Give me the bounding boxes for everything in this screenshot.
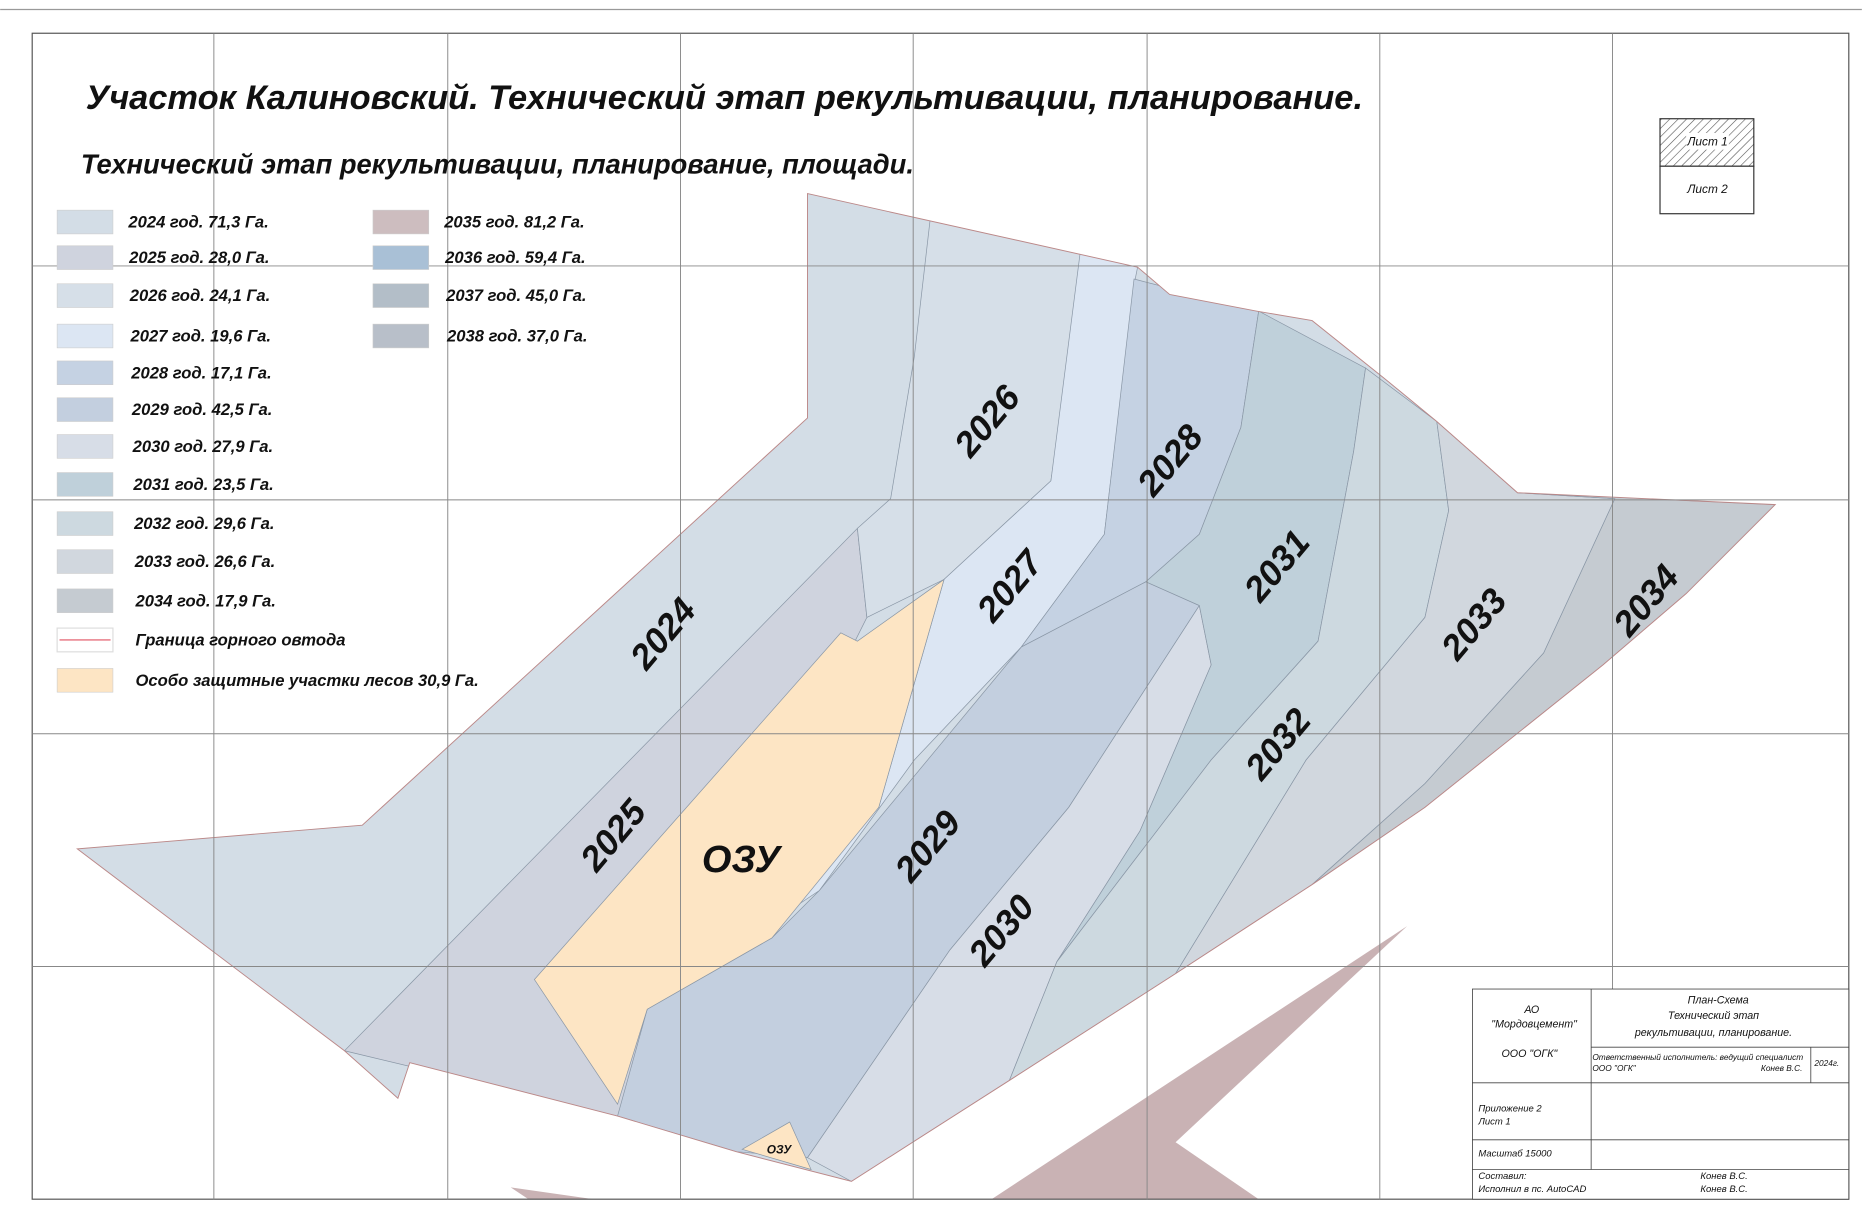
- legend-label: 2029 год. 42,5 Га.: [131, 400, 272, 419]
- tb-text: рекультивации, планирование.: [1634, 1027, 1792, 1039]
- label-bg: [1686, 132, 1729, 150]
- sheet-index: Лист 1 Лист 2: [1659, 118, 1755, 215]
- legend-swatch: [56, 283, 114, 308]
- sheet-label: Лист 1: [1686, 135, 1727, 149]
- tb-text: План-Схема: [1688, 995, 1749, 1007]
- legend-label: 2031 год. 23,5 Га.: [132, 475, 273, 494]
- title: Участок Калиновский. Технический этап ре…: [86, 79, 1363, 117]
- legend-swatch: [56, 434, 114, 459]
- legend-label: 2033 год. 26,6 Га.: [134, 552, 275, 571]
- zone-ozu-small: [741, 1121, 812, 1171]
- tb-text: Приложение 2: [1478, 1103, 1542, 1114]
- legend-swatch: [56, 549, 114, 574]
- tb-text: Ответственный исполнитель: ведущий специ…: [1592, 1052, 1803, 1062]
- legend-label: 2032 год. 29,6 Га.: [133, 514, 274, 533]
- legend-swatch: [372, 323, 430, 349]
- sheet-label: Лист 2: [1686, 182, 1728, 196]
- zone-label: ОЗУ: [767, 1143, 792, 1157]
- tb-text: Лист 1: [1477, 1117, 1510, 1128]
- zone-ozu: [533, 578, 945, 1106]
- legend-swatch: [56, 209, 114, 235]
- subtitle: Технический этап рекультивации, планиров…: [81, 148, 914, 179]
- legend-label: 2030 год. 27,9 Га.: [132, 437, 273, 456]
- tb-text: ООО "ОГК": [1501, 1048, 1558, 1060]
- legend: 2024 год. 71,3 Га. 2025 год. 28,0 Га. 2026…: [56, 209, 587, 693]
- legend-swatch: [56, 245, 114, 270]
- legend-label: 2038 год. 37,0 Га.: [446, 327, 587, 346]
- legend-label: 2035 год. 81,2 Га.: [443, 213, 584, 232]
- tb-text: АО: [1523, 1004, 1539, 1016]
- tb-text: Конев В.С.: [1700, 1171, 1747, 1182]
- legend-label: 2034 год. 17,9 Га.: [134, 591, 275, 610]
- legend-swatch: [56, 668, 114, 693]
- legend-swatch: [56, 472, 114, 497]
- tb-text: 2024г.: [1813, 1058, 1839, 1068]
- title-block-text: АО "Мордовцемент" ООО "ОГК" План-Схема Т…: [1477, 995, 1839, 1195]
- tb-text: Технический этап: [1668, 1010, 1759, 1022]
- tb-text: Конев В.С.: [1761, 1063, 1802, 1073]
- legend-swatch: [56, 360, 114, 385]
- title-block: [1472, 988, 1850, 1200]
- legend-label: Граница горного овтода: [135, 631, 345, 650]
- sheet-2-box: [1659, 165, 1755, 215]
- tb-text: "Мордовцемент": [1491, 1018, 1578, 1030]
- tb-text: Составил:: [1478, 1171, 1527, 1182]
- legend-label: 2026 год. 24,1 Га.: [129, 286, 270, 305]
- tb-text: Масштаб 15000: [1478, 1149, 1552, 1160]
- legend-label: Особо защитные участки лесов 30,9 Га.: [135, 671, 478, 690]
- legend-label: 2027 год. 19,6 Га.: [130, 327, 271, 346]
- outer-zone: [991, 926, 1408, 1200]
- legend-swatch: [56, 588, 114, 613]
- legend-swatch: [56, 511, 114, 536]
- legend-label: 2024 год. 71,3 Га.: [127, 213, 268, 232]
- legend-swatch: [56, 397, 114, 422]
- tb-text: Исполнил в пс. AutoCAD: [1478, 1184, 1586, 1195]
- tb-text: ООО "ОГК": [1592, 1063, 1636, 1073]
- frame: [31, 32, 1850, 1200]
- legend-swatch: [372, 245, 430, 270]
- outer-zone: [510, 1187, 594, 1200]
- legend-swatch: [56, 323, 114, 349]
- title-block-frame: [1472, 988, 1850, 1200]
- zone-label: ОЗУ: [702, 839, 784, 881]
- legend-label: 2025 год. 28,0 Га.: [128, 248, 269, 267]
- mining-boundary: [76, 192, 1777, 1182]
- legend-label: 2037 год. 45,0 Га.: [445, 286, 586, 305]
- legend-swatch: [372, 283, 430, 308]
- legend-swatch: [372, 209, 430, 235]
- grid: [31, 32, 1850, 1200]
- tb-text: Конев В.С.: [1700, 1184, 1747, 1195]
- legend-label: 2036 год. 59,4 Га.: [444, 248, 585, 267]
- legend-label: 2028 год. 17,1 Га.: [130, 363, 271, 382]
